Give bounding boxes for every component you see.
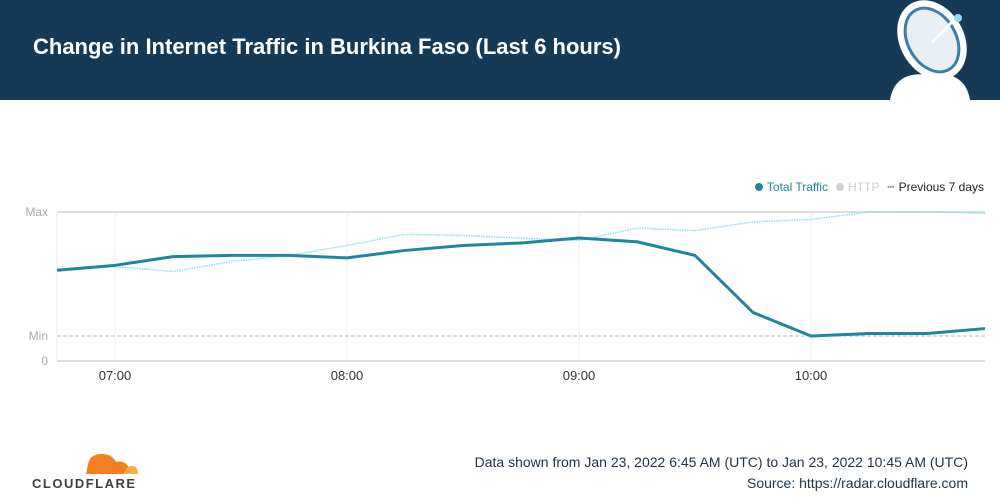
source-link[interactable]: https://radar.cloudflare.com [799, 475, 968, 491]
y-tick-label: 0 [41, 354, 48, 368]
x-tick-label: 10:00 [795, 368, 828, 383]
y-tick-label: Max [25, 205, 48, 219]
legend-http[interactable]: HTTP [836, 180, 879, 194]
x-tick-label: 08:00 [331, 368, 364, 383]
page-title: Change in Internet Traffic in Burkina Fa… [33, 34, 621, 59]
legend-dot-icon [836, 183, 845, 191]
cloudflare-logo-text: CLOUDFLARE [32, 476, 137, 491]
satellite-dish-icon [890, 0, 970, 100]
header: Change in Internet Traffic in Burkina Fa… [0, 0, 1000, 100]
series-total-traffic [56, 236, 986, 338]
series-previous-7-days [56, 211, 986, 273]
date-range: Data shown from Jan 23, 2022 6:45 AM (UT… [474, 454, 968, 470]
legend-dot-icon [754, 183, 763, 191]
x-tick-label: 07:00 [99, 368, 132, 383]
chart-legend: Total Traffic HTTP ┄ Previous 7 days [754, 180, 984, 194]
source-label: Source: [746, 475, 796, 491]
y-tick-label: Min [29, 329, 48, 343]
legend-previous-7-days[interactable]: ┄ Previous 7 days [887, 180, 984, 194]
legend-total-traffic[interactable]: Total Traffic [754, 180, 828, 194]
line-chart: 07:00 08:00 09:00 10:00 Max Min 0 [25, 205, 986, 383]
x-tick-label: 09:00 [563, 368, 596, 383]
source: Source: https://radar.cloudflare.com [747, 475, 968, 491]
cloudflare-logo-icon [86, 454, 138, 474]
